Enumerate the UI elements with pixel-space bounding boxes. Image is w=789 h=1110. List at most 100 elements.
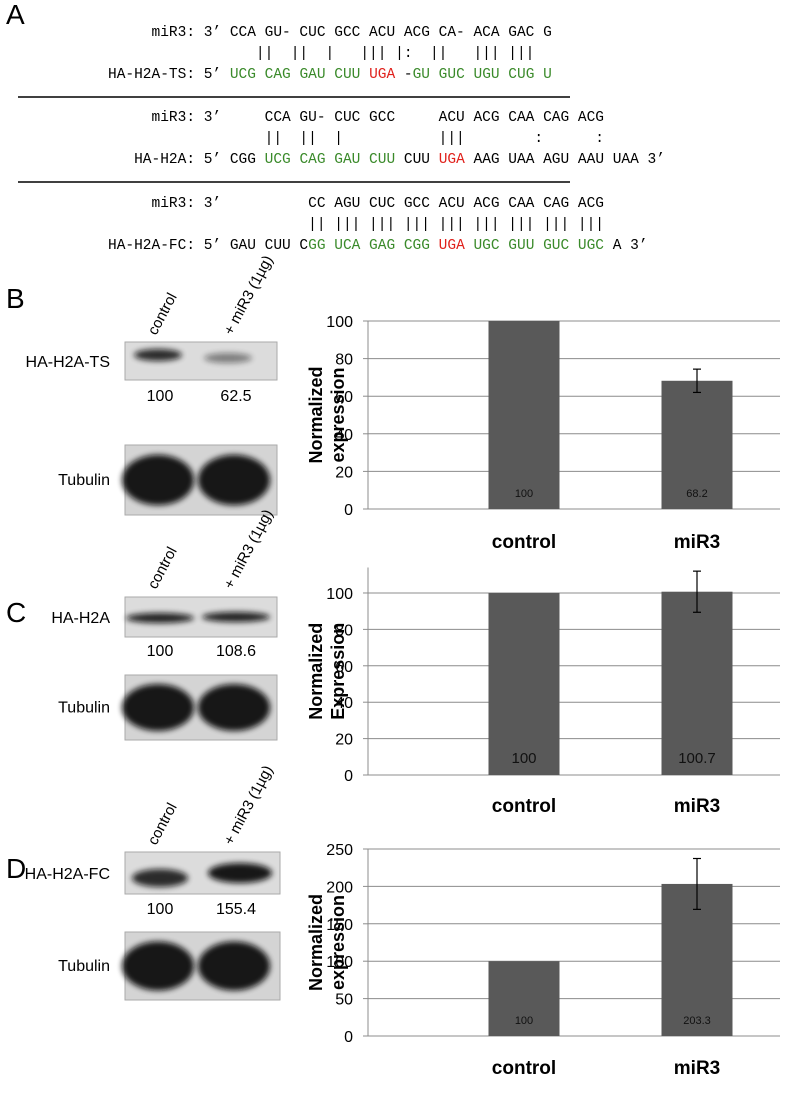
sequence-segment: miR3: 3’ CCA GU- CUC GCC ACU ACG CAA CAG… <box>108 110 604 126</box>
y-tick-label: 60 <box>335 389 353 406</box>
y-tick-label: 50 <box>335 992 353 1009</box>
y-axis-label: Normalized <box>306 894 326 991</box>
sequence-row: miR3: 3’ CCA GU- CUC GCC ACU ACG CA- ACA… <box>108 25 552 41</box>
sequence-segment: miR3: 3’ CC AGU CUC GCC ACU ACG CAA CAG … <box>108 196 604 212</box>
loading-label: Tubulin <box>58 700 110 717</box>
panel-letter: C <box>6 597 26 628</box>
y-tick-label: 20 <box>335 732 353 749</box>
sequence-row: miR3: 3’ CC AGU CUC GCC ACU ACG CAA CAG … <box>108 196 604 212</box>
loading-label: Tubulin <box>58 958 110 975</box>
sequence-segment: || || | ||| : : <box>108 131 604 147</box>
sequence-segment: UGA <box>369 67 395 83</box>
blot-band <box>198 454 270 506</box>
target-label: HA-H2A-TS <box>26 354 110 371</box>
sequence-segment: HA-H2A: 5’ CGG <box>108 152 265 168</box>
loading-label: Tubulin <box>58 472 110 489</box>
sequence-segment: AAG UAA AGU AAU UAA 3’ <box>465 152 665 168</box>
x-tick-label: miR3 <box>674 796 720 817</box>
blot-band <box>198 684 270 731</box>
panel-letter: D <box>6 853 26 884</box>
sequence-segment: HA-H2A-FC: 5’ GAU CUU C <box>108 238 308 254</box>
bar <box>488 592 560 775</box>
sequence-row: || || | ||| : : <box>108 131 604 147</box>
lane-label: control <box>145 290 181 338</box>
data-label: 100 <box>515 1015 533 1027</box>
blot-band <box>132 869 188 887</box>
y-tick-label: 60 <box>335 659 353 676</box>
sequence-segment: CUU <box>395 152 439 168</box>
y-axis-label: expression <box>328 367 348 462</box>
y-axis-label: Expression <box>328 623 348 720</box>
bar <box>488 321 560 509</box>
quantification: 155.4 <box>216 901 256 918</box>
sequence-segment: UCG CAG GAU CUU <box>230 67 369 83</box>
quantification: 100 <box>147 901 174 918</box>
target-label: HA-H2A-FC <box>25 866 110 883</box>
blot-band <box>202 612 270 622</box>
y-tick-label: 100 <box>326 954 353 971</box>
sequence-segment: GU GUC UGU CUG U <box>413 67 552 83</box>
blot-band <box>204 353 252 363</box>
x-tick-label: miR3 <box>674 1058 720 1079</box>
y-tick-label: 250 <box>326 842 353 859</box>
blot-band <box>122 684 194 731</box>
x-tick-label: control <box>492 1058 556 1079</box>
data-label: 100 <box>511 750 536 767</box>
sequence-segment <box>465 238 474 254</box>
sequence-segment: UGA <box>439 238 465 254</box>
y-axis-label: Normalized <box>306 623 326 720</box>
data-label: 68.2 <box>686 488 707 500</box>
bar <box>488 961 560 1036</box>
quantification: 108.6 <box>216 643 256 660</box>
y-tick-label: 150 <box>326 917 353 934</box>
lane-label: + miR3 (1µg) <box>221 507 277 592</box>
sequence-segment: || ||| ||| ||| ||| ||| ||| ||| ||| <box>108 217 604 233</box>
y-tick-label: 0 <box>344 502 353 519</box>
quantification: 62.5 <box>220 388 251 405</box>
sequence-segment: - <box>395 67 412 83</box>
y-tick-label: 200 <box>326 879 353 896</box>
sequence-segment: GG UCA GAG CGG <box>308 238 439 254</box>
blot-background <box>124 341 278 381</box>
y-tick-label: 40 <box>335 427 353 444</box>
y-tick-label: 0 <box>344 768 353 785</box>
quantification: 100 <box>147 388 174 405</box>
data-label: 100 <box>515 488 533 500</box>
bar <box>661 591 733 775</box>
quantification: 100 <box>147 643 174 660</box>
lane-label: control <box>145 544 181 592</box>
x-tick-label: miR3 <box>674 532 720 553</box>
blot-band <box>122 941 194 991</box>
sequence-row: HA-H2A-FC: 5’ GAU CUU CGG UCA GAG CGG UG… <box>108 238 648 254</box>
blot-band <box>208 863 272 883</box>
bar <box>661 380 733 509</box>
y-tick-label: 40 <box>335 695 353 712</box>
lane-label: + miR3 (1µg) <box>221 253 277 338</box>
sequence-segment: || || | ||| |: || ||| ||| <box>108 46 534 62</box>
panel-letter: A <box>6 0 25 30</box>
sequence-segment: UGC GUU GUC UGC <box>473 238 604 254</box>
sequence-segment: UGA <box>439 152 465 168</box>
sequence-row: || ||| ||| ||| ||| ||| ||| ||| ||| <box>108 217 604 233</box>
blot-band <box>126 613 194 623</box>
data-label: 203.3 <box>683 1015 711 1027</box>
y-tick-label: 20 <box>335 464 353 481</box>
y-axis-label: expression <box>328 895 348 990</box>
y-tick-label: 0 <box>344 1029 353 1046</box>
sequence-segment: UCG CAG GAU CUU <box>265 152 396 168</box>
sequence-row: HA-H2A-TS: 5’ UCG CAG GAU CUU UGA -GU GU… <box>108 67 552 83</box>
sequence-row: miR3: 3’ CCA GU- CUC GCC ACU ACG CAA CAG… <box>108 110 604 126</box>
blot-band <box>122 454 194 506</box>
x-tick-label: control <box>492 796 556 817</box>
sequence-segment: HA-H2A-TS: 5’ <box>108 67 230 83</box>
target-label: HA-H2A <box>51 610 110 627</box>
blot-band <box>198 941 270 991</box>
sequence-segment: miR3: 3’ CCA GU- CUC GCC ACU ACG CA- ACA… <box>108 25 552 41</box>
sequence-segment: A 3’ <box>604 238 648 254</box>
lane-label: control <box>145 800 181 848</box>
y-tick-label: 80 <box>335 622 353 639</box>
blot-band <box>134 349 182 361</box>
data-label: 100.7 <box>678 750 716 767</box>
lane-label: + miR3 (1µg) <box>221 763 277 848</box>
